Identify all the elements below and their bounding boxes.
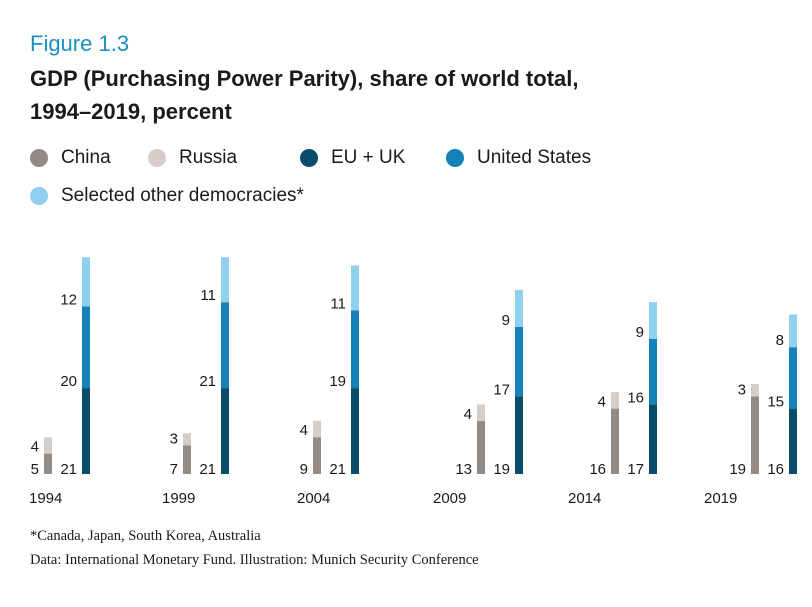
bar-euuk-2009 <box>515 396 523 474</box>
legend-label-russia: Russia <box>179 147 238 168</box>
value-label-china-2009: 13 <box>455 461 472 478</box>
value-label-china-2019: 19 <box>729 461 746 478</box>
legend-item-other: Selected other democracies* <box>30 185 304 207</box>
source-note: Data: International Monetary Fund. Illus… <box>30 552 479 568</box>
bar-euuk-2004 <box>351 388 359 474</box>
footnote: *Canada, Japan, South Korea, Australia <box>30 528 261 544</box>
bar-russia-2014 <box>611 392 619 409</box>
value-label-us-1999: 21 <box>199 373 216 390</box>
value-label-china-1999: 7 <box>170 461 178 478</box>
value-label-russia-1994: 4 <box>31 439 39 456</box>
bar-other-2009 <box>515 289 523 327</box>
bar-us-1994 <box>82 306 90 389</box>
category-label-1994: 1994 <box>29 490 62 507</box>
value-label-other-1994: 12 <box>60 291 77 308</box>
category-label-2009: 2009 <box>433 490 466 507</box>
category-label-2019: 2019 <box>704 490 737 507</box>
value-label-other-2004: 11 <box>330 295 346 312</box>
legend-label-us: United States <box>477 147 592 168</box>
legend-label-euuk: EU + UK <box>331 147 406 168</box>
value-label-russia-2009: 4 <box>464 406 472 423</box>
legend-swatch-russia <box>148 149 166 167</box>
bar-other-2004 <box>351 265 359 311</box>
bar-russia-2019 <box>751 384 759 397</box>
bar-other-2014 <box>649 302 657 339</box>
bar-euuk-2019 <box>789 408 797 474</box>
chart-title: GDP (Purchasing Power Parity), share of … <box>30 62 750 128</box>
bar-china-1999 <box>183 445 191 474</box>
bar-china-2019 <box>751 396 759 474</box>
bar-russia-1994 <box>44 437 52 454</box>
value-label-russia-2004: 4 <box>300 422 308 439</box>
value-label-us-2014: 16 <box>627 389 644 406</box>
value-label-china-2014: 16 <box>589 461 606 478</box>
bar-russia-2009 <box>477 404 485 421</box>
value-label-other-1999: 11 <box>200 287 216 304</box>
value-label-us-2004: 19 <box>329 373 346 390</box>
bar-euuk-1994 <box>82 388 90 474</box>
value-label-euuk-2014: 17 <box>627 461 644 478</box>
legend-label-china: China <box>61 147 111 168</box>
legend-swatch-us <box>446 149 464 167</box>
bar-other-1999 <box>221 257 229 303</box>
chart-title-line-2: 1994–2019, percent <box>30 99 232 124</box>
value-label-china-1994: 5 <box>31 461 39 478</box>
value-label-euuk-1999: 21 <box>199 461 216 478</box>
value-label-other-2014: 9 <box>636 324 644 341</box>
legend-item-us: United States <box>446 147 591 169</box>
value-label-euuk-2004: 21 <box>329 461 346 478</box>
value-label-other-2019: 8 <box>776 332 784 349</box>
legend-item-china: China <box>30 147 111 169</box>
category-label-2014: 2014 <box>568 490 601 507</box>
bar-russia-2004 <box>313 420 321 438</box>
value-label-russia-2014: 4 <box>598 394 606 411</box>
bar-euuk-2014 <box>649 404 657 474</box>
bar-us-1999 <box>221 302 229 389</box>
value-label-us-2019: 15 <box>767 394 784 411</box>
value-label-russia-2019: 3 <box>738 381 746 398</box>
value-label-us-2009: 17 <box>493 381 510 398</box>
value-label-euuk-2019: 16 <box>767 461 784 478</box>
value-label-euuk-2009: 19 <box>493 461 510 478</box>
value-label-euuk-1994: 21 <box>60 461 77 478</box>
bar-other-1994 <box>82 257 90 307</box>
legend-item-russia: Russia <box>148 147 237 169</box>
legend-label-other: Selected other democracies* <box>61 185 304 206</box>
value-label-china-2004: 9 <box>300 461 308 478</box>
bar-us-2019 <box>789 347 797 409</box>
bar-us-2009 <box>515 326 523 397</box>
value-label-russia-1999: 3 <box>170 430 178 447</box>
bar-china-1994 <box>44 453 52 474</box>
legend-swatch-china <box>30 149 48 167</box>
bar-us-2014 <box>649 339 657 405</box>
bar-other-2019 <box>789 314 797 348</box>
legend-swatch-euuk <box>300 149 318 167</box>
value-label-us-1994: 20 <box>60 373 77 390</box>
chart-title-line-1: GDP (Purchasing Power Parity), share of … <box>30 66 579 91</box>
legend-swatch-other <box>30 187 48 205</box>
bar-china-2009 <box>477 420 485 474</box>
value-label-other-2009: 9 <box>502 312 510 329</box>
figure-label: Figure 1.3 <box>30 31 130 56</box>
bar-china-2004 <box>313 437 321 474</box>
legend-item-euuk: EU + UK <box>300 147 405 169</box>
category-label-2004: 2004 <box>297 490 330 507</box>
bar-us-2004 <box>351 310 359 389</box>
bar-euuk-1999 <box>221 388 229 474</box>
bar-china-2014 <box>611 408 619 474</box>
category-label-1999: 1999 <box>162 490 195 507</box>
bar-russia-1999 <box>183 433 191 446</box>
